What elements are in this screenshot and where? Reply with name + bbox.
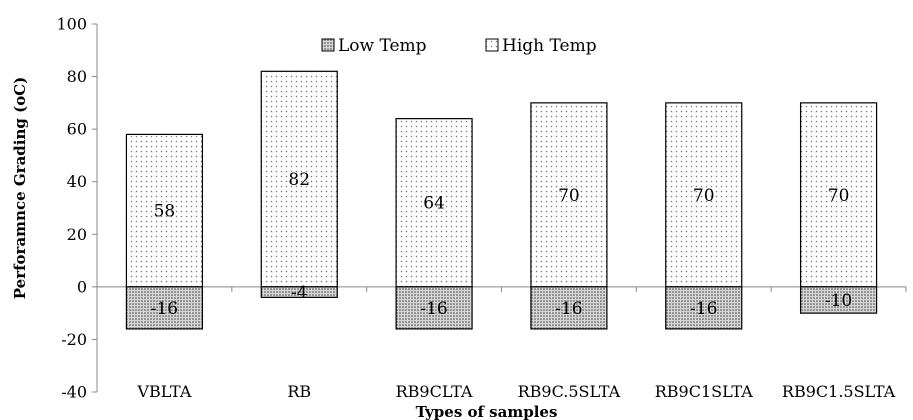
x-category-label: RB [287, 382, 311, 401]
bar-high-temp [665, 102, 743, 288]
data-label-high: 58 [154, 202, 176, 222]
y-tick-label: 100 [56, 15, 87, 34]
bar-low-temp [665, 286, 743, 330]
data-label-low: -4 [291, 283, 308, 303]
y-tick-label: 0 [77, 277, 87, 296]
legend-swatch [321, 38, 335, 52]
legend-swatch [485, 38, 499, 52]
bar-high-temp [260, 70, 338, 288]
bar-high-temp [799, 102, 878, 288]
legend: Low Temp High Temp [321, 36, 597, 56]
data-label-high: 70 [828, 186, 850, 206]
legend-label: High Temp [502, 36, 597, 56]
y-tick-label: -40 [61, 383, 87, 402]
data-label-high: 70 [693, 186, 715, 206]
legend-label: Low Temp [338, 36, 427, 56]
x-category-label: RB9CLTA [396, 382, 473, 401]
bar-low-temp [799, 286, 878, 314]
data-label-high: 64 [423, 194, 445, 214]
y-tick-label: 20 [67, 225, 87, 244]
data-label-low: -10 [825, 291, 852, 311]
plot-area: -40 -20 0 20 40 60 80 100 58 -16 VBLTA 82 -4 RB 64 -16 R… [11, 15, 907, 420]
y-tick-label: 60 [67, 120, 87, 139]
data-label-low: -16 [555, 299, 582, 319]
x-axis-title: Types of samples [416, 403, 558, 420]
bar-high-temp [530, 102, 608, 288]
bar-low-temp [395, 286, 473, 330]
bar-low-temp [125, 286, 204, 330]
x-category-label: RB9C1SLTA [655, 382, 753, 401]
y-tick-label: 40 [67, 172, 87, 191]
bar-high-temp [125, 133, 204, 288]
y-tick-label: -20 [61, 330, 87, 349]
bar-high-temp [395, 118, 473, 288]
y-axis-title: Perforamnce Grading (oC) [11, 77, 29, 299]
x-category-label: RB9C.5SLTA [518, 382, 621, 401]
data-label-low: -16 [151, 299, 178, 319]
data-label-high: 82 [288, 170, 310, 190]
y-tick-label: 80 [67, 67, 87, 86]
data-label-low: -16 [690, 299, 717, 319]
bar-low-temp [260, 286, 338, 298]
bar-low-temp [530, 286, 608, 330]
data-label-low: -16 [420, 299, 447, 319]
x-category-label: VBLTA [136, 382, 191, 401]
x-category-label: RB9C1.5SLTA [782, 382, 896, 401]
data-label-high: 70 [558, 186, 580, 206]
